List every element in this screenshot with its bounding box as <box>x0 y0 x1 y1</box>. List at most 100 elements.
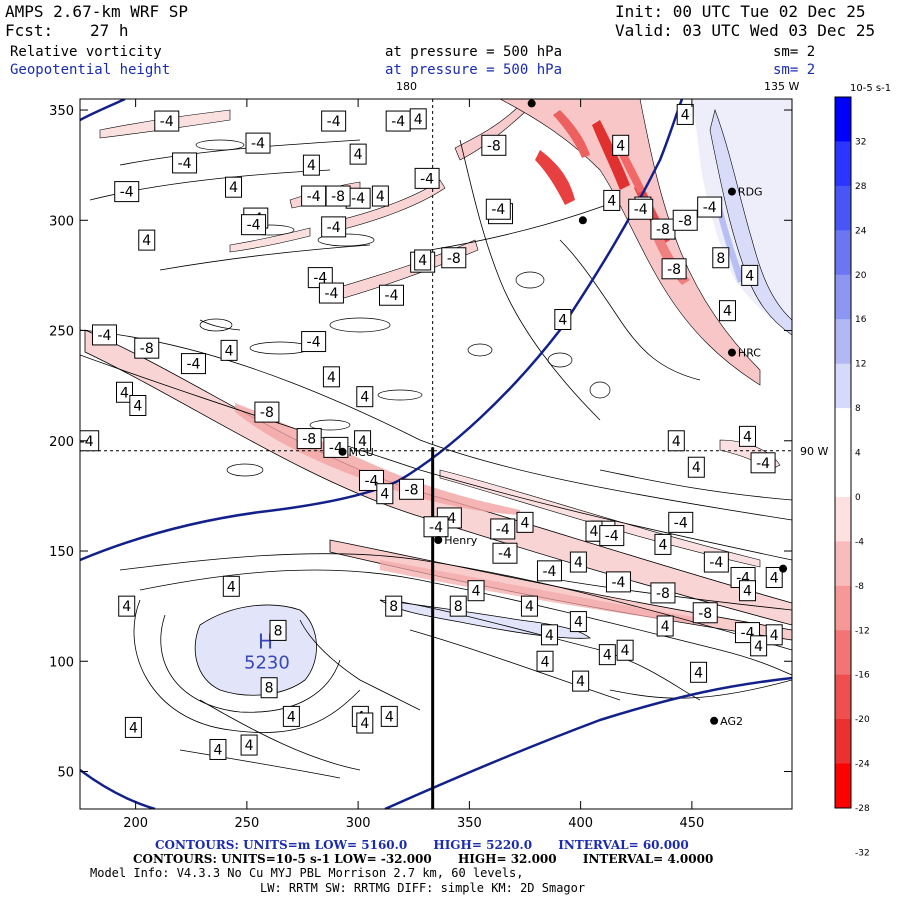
contour-label-value: -4 <box>324 286 338 302</box>
contour-label-box <box>240 734 258 756</box>
contour-label-value: 4 <box>743 429 752 445</box>
station-marker[interactable] <box>434 535 443 544</box>
contour-label-box <box>222 575 240 597</box>
contour-label-value: 4 <box>358 434 367 450</box>
contour-label-box <box>220 339 238 361</box>
contour-label-box <box>399 478 425 500</box>
contour-label-value: -4 <box>605 529 619 545</box>
station-marker[interactable] <box>779 564 788 573</box>
contour-label-value: 4 <box>743 584 752 600</box>
contour-label: -8 <box>481 134 507 156</box>
contour-label-box <box>520 595 538 617</box>
contour-label-box <box>599 525 625 547</box>
y-tick-label: 50 <box>57 766 74 781</box>
contour-label-value: -4 <box>178 156 192 172</box>
contour-label-box <box>656 615 674 637</box>
contour-label-box <box>554 308 572 330</box>
contour-label-value: -4 <box>611 575 625 591</box>
field1-name: Relative vorticity <box>10 44 162 60</box>
colorbar-segment <box>835 141 851 187</box>
contour-label: -8 <box>134 337 160 359</box>
station-marker[interactable] <box>527 99 536 108</box>
contour-label-value: -4 <box>542 564 556 580</box>
contour-label-box <box>269 619 287 641</box>
contour-label: -4 <box>492 542 518 564</box>
contour-label-value: 4 <box>120 385 129 401</box>
contour-label-value: 4 <box>754 639 763 655</box>
contour-label: -4 <box>301 331 327 353</box>
contour-label-box <box>616 639 634 661</box>
forecast-label: Fcst: <box>5 21 54 40</box>
valid-time: Valid: 03 UTC Wed 03 Dec 25 <box>615 21 876 40</box>
small-contour-cells <box>195 139 611 477</box>
footer-vorticity-high: HIGH= 32.000 <box>457 852 557 866</box>
contour-label-value: -4 <box>247 218 261 234</box>
colorbar-segment <box>835 763 851 809</box>
contour-label-box <box>650 582 676 604</box>
colorbar-segment <box>835 319 851 365</box>
contour-label-value: 4 <box>307 158 316 174</box>
contour-label: 4 <box>302 154 320 176</box>
station-marker[interactable] <box>338 447 347 456</box>
contour-label-box <box>481 134 507 156</box>
contour-label: -4 <box>180 353 206 375</box>
colorbar-segment <box>835 674 851 720</box>
x-tick-label: 450 <box>679 816 704 831</box>
field1-level: at pressure = 500 hPa <box>385 44 563 60</box>
contour-label-box <box>765 566 783 588</box>
station-marker[interactable] <box>727 348 736 357</box>
contour-label-value: 4 <box>692 460 701 476</box>
contour-label-box <box>441 247 467 269</box>
contour-label-box <box>91 324 117 346</box>
colorbar-tick-label: 12 <box>855 360 866 370</box>
high-center-value: 5230 <box>244 653 290 674</box>
station-label: HRC <box>738 347 761 360</box>
contour-label-box <box>628 198 654 220</box>
contour-label-value: 4 <box>129 720 138 736</box>
contour-label: -8 <box>254 401 280 423</box>
contour-label-box <box>302 154 320 176</box>
axes: 200 250 300 350 400 450 50 100 150 200 250 300 350 <box>49 99 792 831</box>
contour-label-value: 4 <box>418 253 427 269</box>
contour-label-value: 4 <box>521 515 530 531</box>
contour-label-box <box>492 542 518 564</box>
contour-label-box <box>536 650 554 672</box>
contour-label-value: 4 <box>681 107 690 123</box>
station-marker[interactable] <box>578 216 587 225</box>
contour-label-value: -8 <box>260 405 274 421</box>
colorbar-tick-label: 24 <box>855 226 867 236</box>
station-marker[interactable] <box>727 187 736 196</box>
colorbar-tick-label: -4 <box>855 537 864 547</box>
contour-label: 4 <box>240 734 258 756</box>
contour-label-value: 4 <box>287 709 296 725</box>
contour-label: 4 <box>282 705 300 727</box>
contour-label-value: 8 <box>265 681 274 697</box>
contour-label-value: 4 <box>360 390 369 406</box>
contour-label: 4 <box>765 566 783 588</box>
contour-label-box <box>318 282 344 304</box>
x-tick-label: 400 <box>568 816 593 831</box>
contour-label-value: 4 <box>133 398 142 414</box>
contour-label-box <box>349 143 367 165</box>
contour-label: 4 <box>654 533 672 555</box>
contour-label: 4 <box>739 425 756 447</box>
contour-label: -8 <box>296 428 322 450</box>
contour-label-box <box>668 511 694 533</box>
contour-label-value: -8 <box>140 341 154 357</box>
contour-label-value: -4 <box>498 546 512 562</box>
station-marker[interactable] <box>710 716 719 725</box>
colorbar: 10-5 s-1 32 28 24 20 16 12 8 4 0 -4 -8 -12 -16 -20 -24… <box>834 83 891 858</box>
contour-label-value: 8 <box>389 599 398 615</box>
footer-vorticity-interval: INTERVAL= 4.0000 <box>582 852 714 866</box>
contour-label-value: -4 <box>709 555 723 571</box>
colorbar-tick-label: 0 <box>855 493 861 503</box>
contour-label-box <box>301 331 327 353</box>
colorbar-tick-label: -24 <box>855 760 870 770</box>
contour-label-value: -4 <box>634 202 648 218</box>
contour-label-value: -4 <box>491 202 505 218</box>
contour-label: 4 <box>220 339 238 361</box>
colorbar-tick-label: -8 <box>855 582 864 592</box>
contour-label-value: -8 <box>656 586 670 602</box>
model-info: Model Info: V4.3.3 No Cu MYJ PBL Morriso… <box>90 866 524 880</box>
